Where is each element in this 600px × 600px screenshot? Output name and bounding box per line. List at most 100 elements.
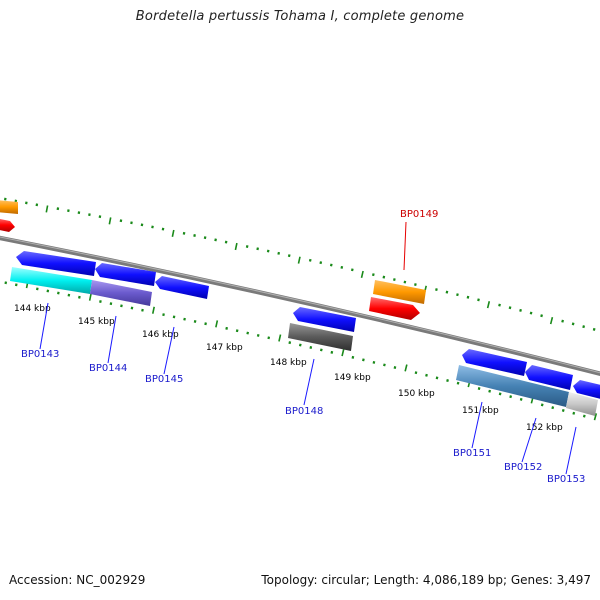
inner-ring-minor-tick [509,395,513,399]
leader-line-bp0153 [565,426,577,475]
outer-ring-minor-tick [393,278,396,282]
inner-ring-minor-tick [572,411,576,415]
inner-ring-minor-tick [446,379,449,383]
genome-summary: Topology: circular; Length: 4,086,189 bp… [261,573,591,587]
cog-bar-bp0148 [288,323,353,351]
leader-line-bp0148 [303,358,315,406]
leader-line-bp0144 [107,315,117,364]
inner-ring-minor-tick [330,350,334,354]
inner-tick-ring [4,281,598,421]
outer-ring-minor-tick [561,319,564,323]
inner-ring-minor-tick [193,320,197,323]
inner-ring-minor-tick [540,403,544,407]
outer-ring-minor-tick [445,290,449,294]
gene-label-bp0153[interactable]: BP0153 [547,474,585,485]
leader-line-bp0145 [163,326,175,375]
inner-ring-minor-tick [414,371,418,375]
outer-ring-minor-tick [193,234,196,237]
kbp-label: 147 kbp [206,343,243,353]
cog-bar-bp0144 [90,280,152,306]
kbp-label: 149 kbp [334,373,371,383]
outer-ring-major-tick [549,317,554,325]
gene-arrow-bp0145 [155,276,209,299]
gene-label-bp0143[interactable]: BP0143 [21,349,59,360]
outer-ring-minor-tick [529,311,533,315]
inner-ring-minor-tick [109,302,113,306]
outer-ring-minor-tick [256,247,260,251]
inner-ring-minor-tick [351,355,355,359]
inner-ring-major-tick [151,306,155,314]
outer-ring-minor-tick [182,231,186,235]
kbp-label: 148 kbp [270,358,307,368]
feature-left-orange [0,200,18,214]
inner-ring-minor-tick [235,329,239,333]
outer-ring-minor-tick [498,303,501,307]
inner-ring-minor-tick [456,381,460,385]
feature-bp0149-red [369,297,420,320]
inner-ring-minor-tick [130,306,134,310]
inner-ring-minor-tick [225,326,228,330]
gene-label-bp0149[interactable]: BP0149 [400,209,438,220]
outer-ring-minor-tick [582,325,586,329]
kbp-label: 146 kbp [142,330,179,340]
gene-labels: BP0143 BP0144 BP0145 BP0148 BP0149 BP0151 BP01… [21,209,585,485]
gene-label-bp0148[interactable]: BP0148 [285,406,323,417]
inner-ring-minor-tick [162,313,165,317]
inner-ring-minor-tick [425,373,428,377]
map-title: Bordetella pertussis Tohama I, complete … [135,9,465,24]
leader-line-bp0143 [39,302,49,350]
outer-ring-minor-tick [277,251,281,255]
inner-ring-minor-tick [393,366,397,369]
kbp-label: 144 kbp [14,304,51,314]
cog-bar-bp0143 [10,267,92,294]
outer-ring-minor-tick [266,249,270,253]
inner-ring-major-tick [341,349,345,357]
outer-tick-ring [3,197,596,331]
inner-ring-major-tick [88,293,92,301]
feature-bp0149-orange [373,280,426,304]
inner-ring-minor-tick [256,333,260,337]
gene-label-bp0151[interactable]: BP0151 [453,448,491,459]
gene-arrow-bp0143 [16,251,96,276]
outer-ring-major-tick [45,205,49,213]
inner-ring-minor-tick [246,331,250,335]
inner-ring-minor-tick [141,308,144,312]
gene-label-bp0145[interactable]: BP0145 [145,374,183,385]
inner-ring-minor-tick [582,414,586,418]
outer-ring-minor-tick [456,293,459,297]
inner-ring-minor-tick [267,336,271,340]
inner-ring-minor-tick [488,389,491,393]
outer-ring-minor-tick [508,306,512,310]
outer-ring-minor-tick [540,314,543,318]
inner-ring-minor-tick [319,348,323,352]
inner-ring-major-tick [278,334,282,342]
inner-ring-major-tick [404,364,408,372]
feature-left-red [0,219,15,232]
gene-arrow-bp0144 [95,263,156,286]
outer-ring-minor-tick [519,308,522,312]
outer-ring-minor-tick [371,273,375,277]
outer-ring-minor-tick [287,254,291,258]
leader-line-bp0151 [471,401,483,449]
inner-ring-minor-tick [362,358,365,362]
inner-ring-minor-tick [183,317,186,321]
outer-ring-minor-tick [214,238,217,242]
outer-ring-minor-tick [308,258,312,262]
inner-ring-minor-tick [99,300,102,303]
outer-ring-minor-tick [340,265,344,269]
accession-label: Accession: NC_002929 [9,573,146,587]
outer-ring-minor-tick [435,288,438,292]
gene-label-bp0144[interactable]: BP0144 [89,363,127,374]
inner-ring-major-tick [593,413,598,421]
outer-ring-minor-tick [477,298,480,302]
inner-ring-minor-tick [309,346,313,349]
inner-ring-minor-tick [372,360,376,364]
inner-ring-minor-tick [551,406,555,410]
gene-label-bp0152[interactable]: BP0152 [504,462,542,473]
inner-ring-minor-tick [120,304,123,308]
inner-ring-minor-tick [435,376,439,380]
gene-arrow-bp0152 [525,365,573,390]
outer-ring-major-tick [486,301,491,309]
inner-ring-minor-tick [204,322,207,326]
